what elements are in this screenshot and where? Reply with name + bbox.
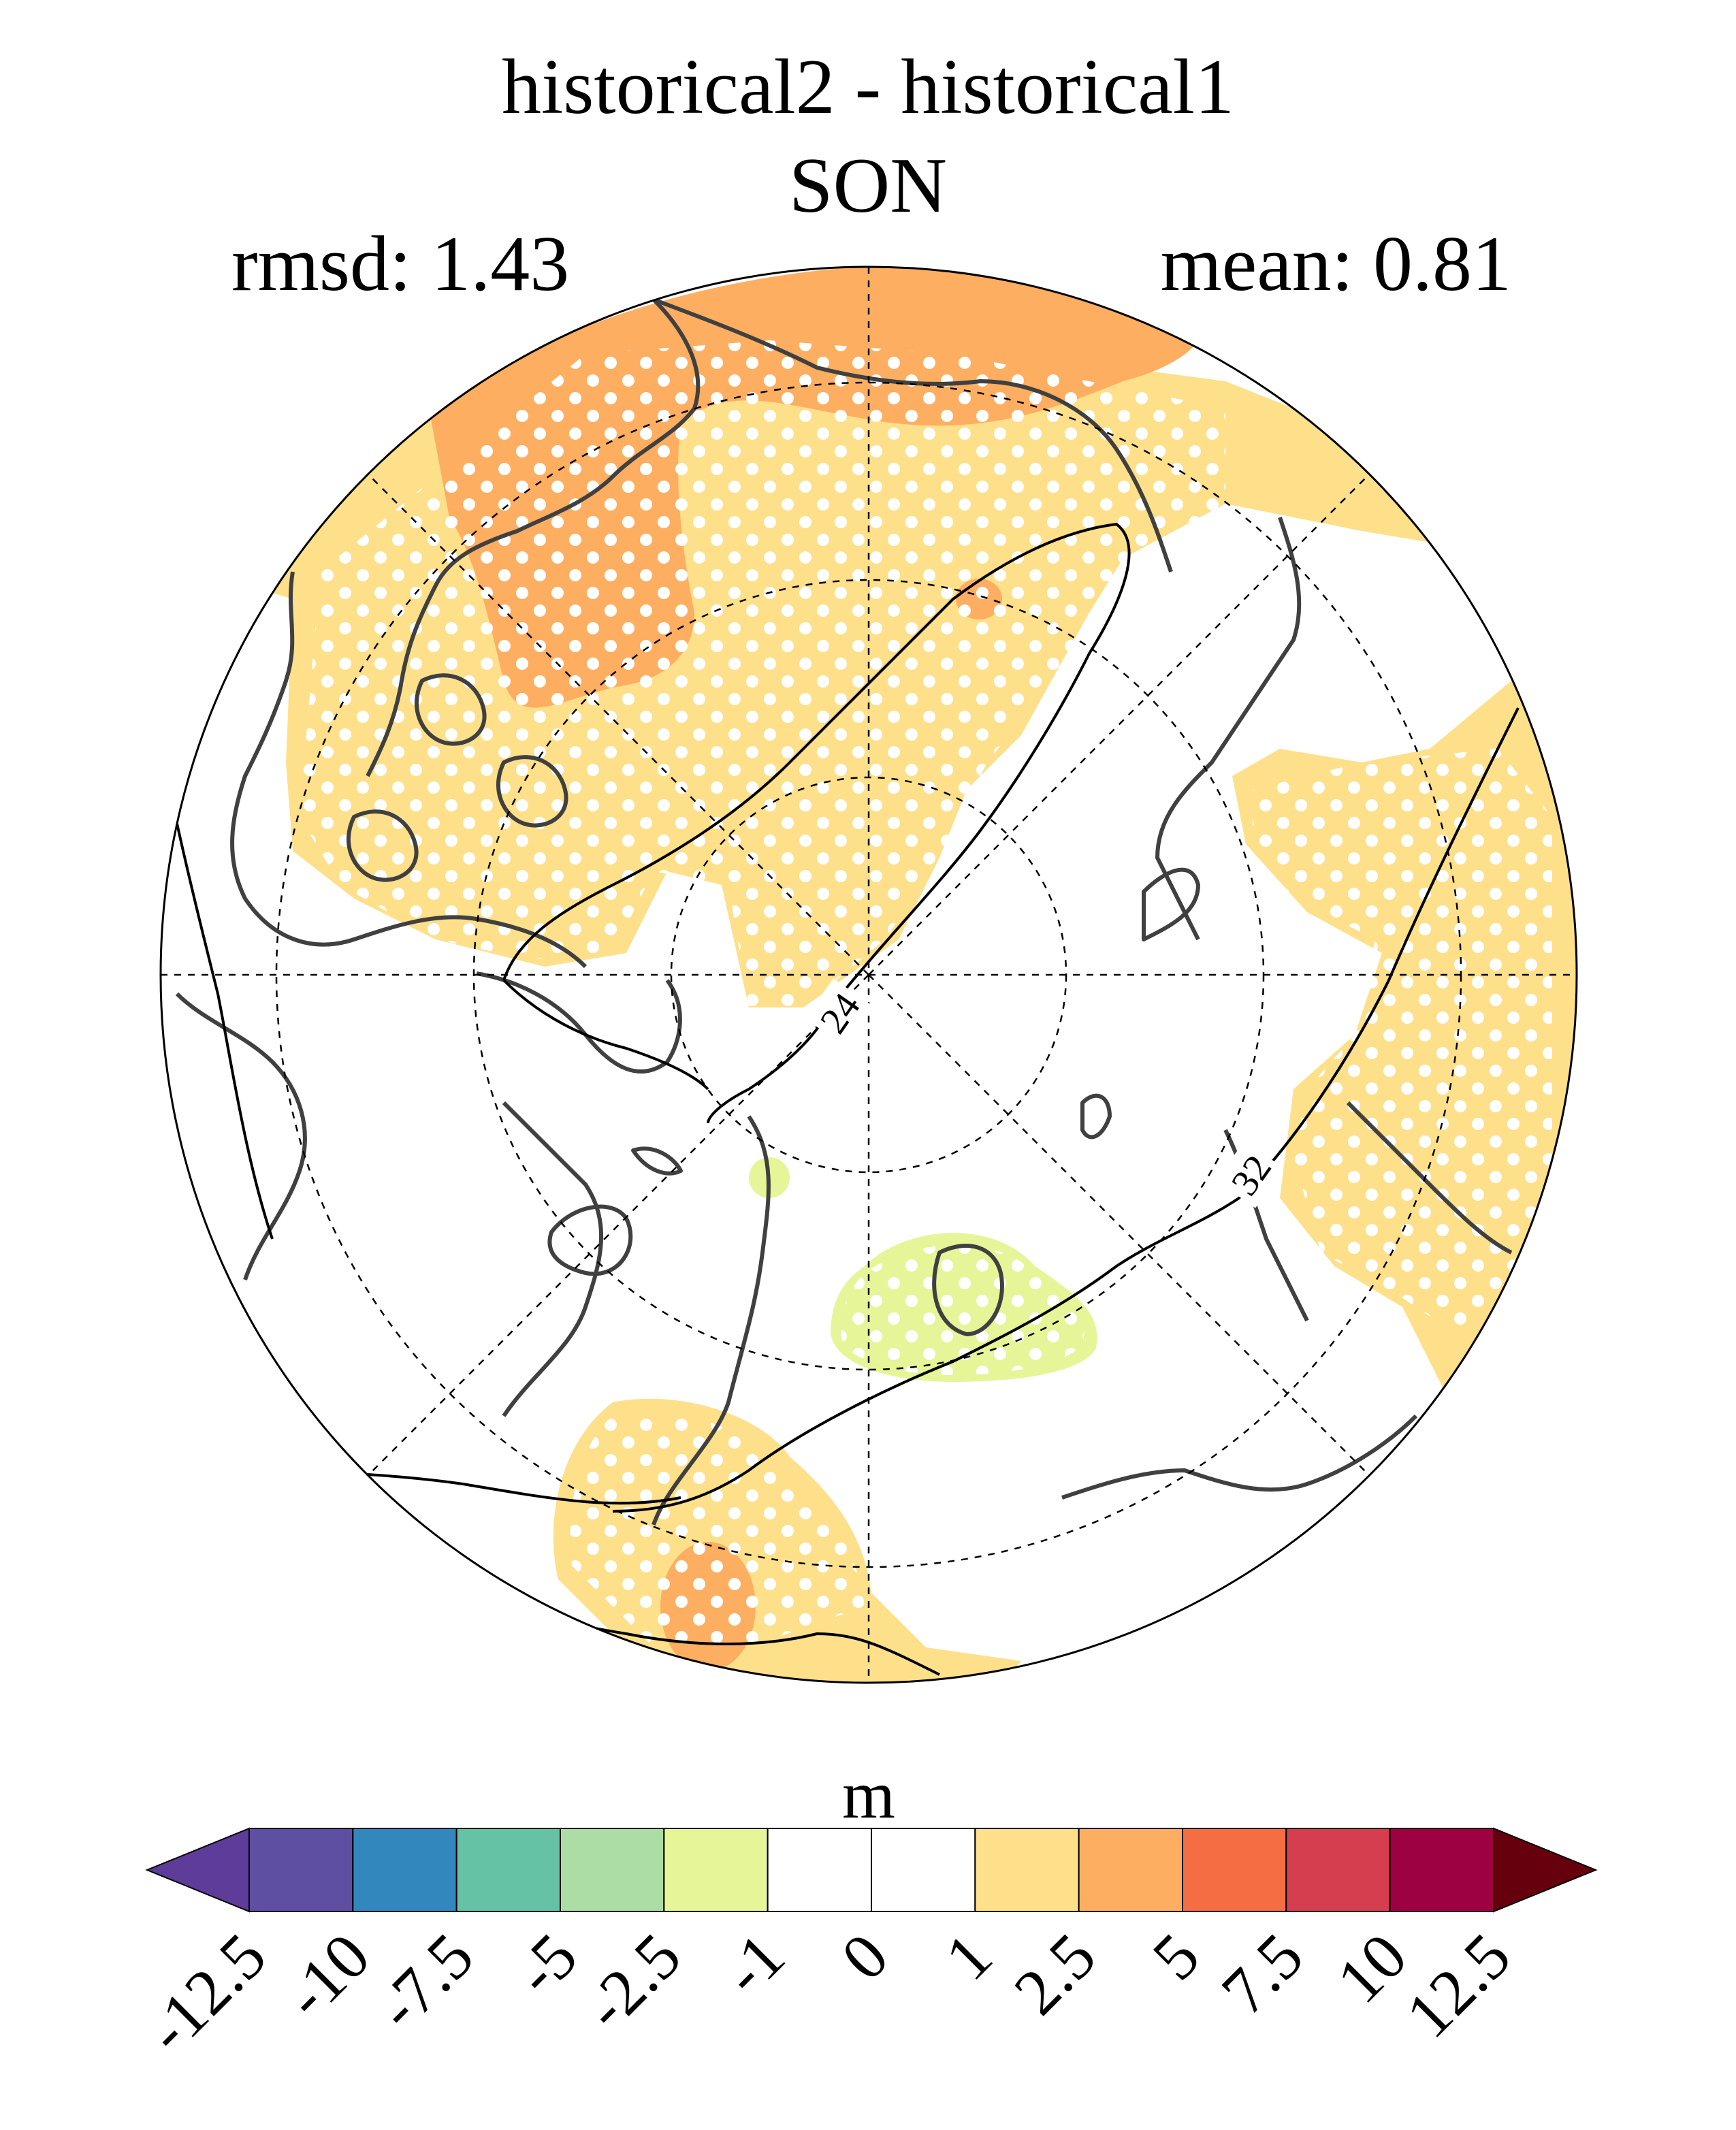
- coast-lake: [547, 1204, 633, 1276]
- colorbar-cell: [1078, 1828, 1183, 1912]
- coast-islands-1: [415, 673, 487, 746]
- colorbar-tick-label: 0: [827, 1919, 902, 1994]
- colorbar-extend-low: [145, 1827, 250, 1913]
- coast-greenland: [366, 297, 701, 777]
- colorbar-cell: [767, 1828, 872, 1912]
- colorbar-tick-label: 5: [1138, 1919, 1213, 1994]
- colorbar-cell: [1389, 1828, 1494, 1912]
- coast-eurasia-south: [1061, 1414, 1418, 1500]
- colorbar-cell: [455, 1828, 562, 1912]
- coast-hudson: [476, 971, 682, 1074]
- colorbar-cell: [1182, 1828, 1287, 1912]
- coast-iceland: [932, 1244, 1004, 1336]
- colorbar-cell: [871, 1828, 976, 1912]
- colorbar-extend-high: [1493, 1827, 1598, 1913]
- colorbar-cell: [974, 1828, 1080, 1912]
- colorbar-cell: [248, 1828, 354, 1912]
- contour-west: [176, 823, 274, 1240]
- coast-islands-3: [347, 809, 419, 882]
- coast-svalbard: [1080, 1093, 1112, 1140]
- map-border: [159, 265, 1578, 1684]
- colorbar-tick-label: -2.5: [570, 1919, 694, 2044]
- colorbar-tick-label: 12.5: [1392, 1919, 1524, 2051]
- contour-label-24-bg: [805, 978, 873, 1046]
- coast-taymyr: [1142, 867, 1200, 941]
- colorbar-tick-label: 2.5: [1000, 1919, 1110, 2029]
- contour-24-loop: [502, 979, 709, 1091]
- graticule: [161, 267, 1577, 1683]
- colorbar-cell: [352, 1828, 457, 1912]
- colorbar-cells: [145, 1827, 1598, 1913]
- coast-canada-arctic: [230, 571, 588, 969]
- coast-labrador: [502, 1101, 604, 1417]
- colorbar-cell: [560, 1828, 665, 1912]
- contour-32: [612, 707, 1520, 1513]
- colorbar-tick-label: -1: [708, 1919, 798, 2009]
- coast-bay: [631, 1146, 683, 1176]
- colorbar-unit: m: [842, 1757, 895, 1833]
- mean-stat: mean: 0.81: [1160, 221, 1511, 308]
- significance-stippling: [300, 340, 1552, 1647]
- colorbar-cell: [663, 1828, 769, 1912]
- coast-europe: [652, 1115, 771, 1526]
- season-subtitle: SON: [788, 142, 948, 229]
- coast-islands-2: [496, 755, 568, 828]
- colorbar-tick-label: 7.5: [1208, 1919, 1317, 2029]
- colorbar-cell: [1285, 1828, 1391, 1912]
- colorbar-tick-label: -7.5: [362, 1919, 487, 2044]
- contour-label-32-bg: [1216, 1140, 1284, 1208]
- colorbar-tick-label: -10: [270, 1919, 383, 2032]
- rmsd-stat: rmsd: 1.43: [231, 221, 570, 308]
- colorbar-tick-label: -12.5: [132, 1919, 280, 2067]
- plot-title: historical2 - historical1: [502, 44, 1234, 131]
- coast-alaska: [652, 297, 1173, 572]
- coast-kamchatka: [1346, 1101, 1513, 1255]
- colorbar-tick-label: 1: [931, 1919, 1006, 1994]
